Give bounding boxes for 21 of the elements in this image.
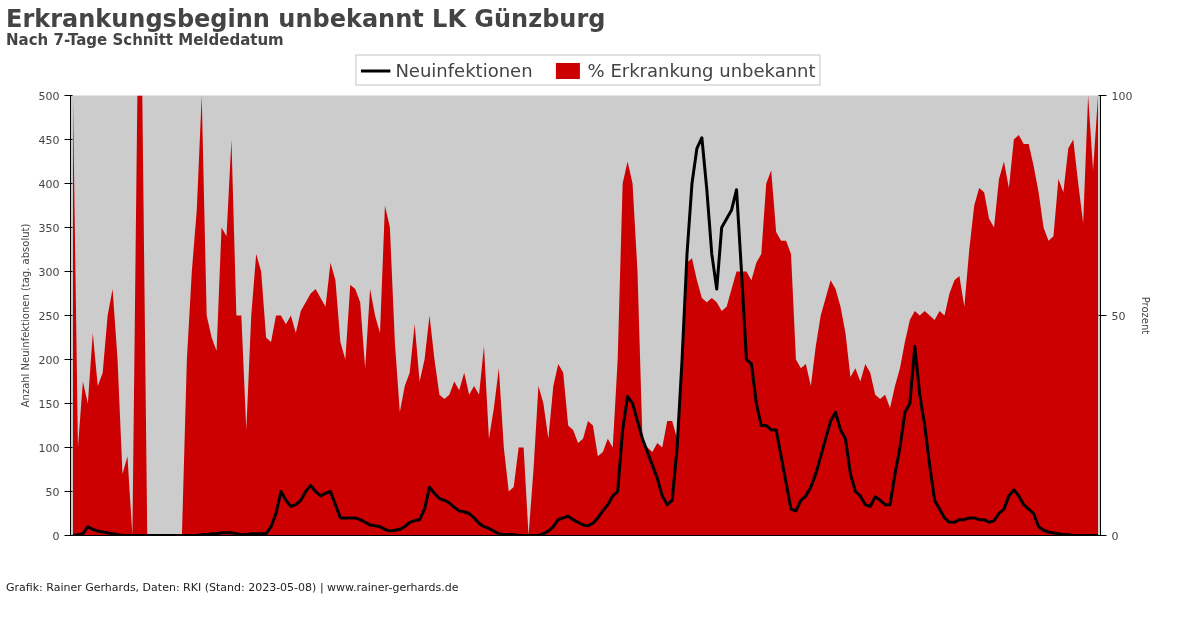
y-axis-title: Anzahl Neuinfektionen (tag. absolut) xyxy=(19,223,31,408)
y2-axis-title: Prozent xyxy=(1140,296,1152,335)
y-tick-label: 150 xyxy=(38,397,60,411)
y2-tick-label: 0 xyxy=(1111,529,1119,543)
text: Grafik: Rainer Gerhards, Daten: RKI (Stand: 2023-05-08) | www.rainer-gerhards.de xyxy=(6,580,459,596)
y-tick-label: 200 xyxy=(38,353,60,367)
y-tick-label: 500 xyxy=(38,89,60,103)
legend-label: % Erkrankung unbekannt xyxy=(587,59,816,81)
chart-subtitle: Nach 7-Tage Schnitt Meldedatum xyxy=(6,31,284,51)
y-tick-label: 50 xyxy=(45,485,60,499)
y2-tick-label: 50 xyxy=(1111,309,1126,323)
y-tick-label: 350 xyxy=(38,221,60,235)
y-tick-label: 400 xyxy=(38,177,60,191)
y-tick-label: 0 xyxy=(52,529,60,543)
y2-tick-label: 100 xyxy=(1111,89,1133,103)
y-tick-label: 250 xyxy=(38,309,60,323)
y-tick-label: 100 xyxy=(38,441,60,455)
chart-title: Erkrankungsbeginn unbekannt LK Günzburg xyxy=(6,4,606,34)
y-tick-label: 300 xyxy=(38,265,60,279)
legend-label: Neuinfektionen xyxy=(395,59,533,81)
y-tick-label: 450 xyxy=(38,133,60,147)
